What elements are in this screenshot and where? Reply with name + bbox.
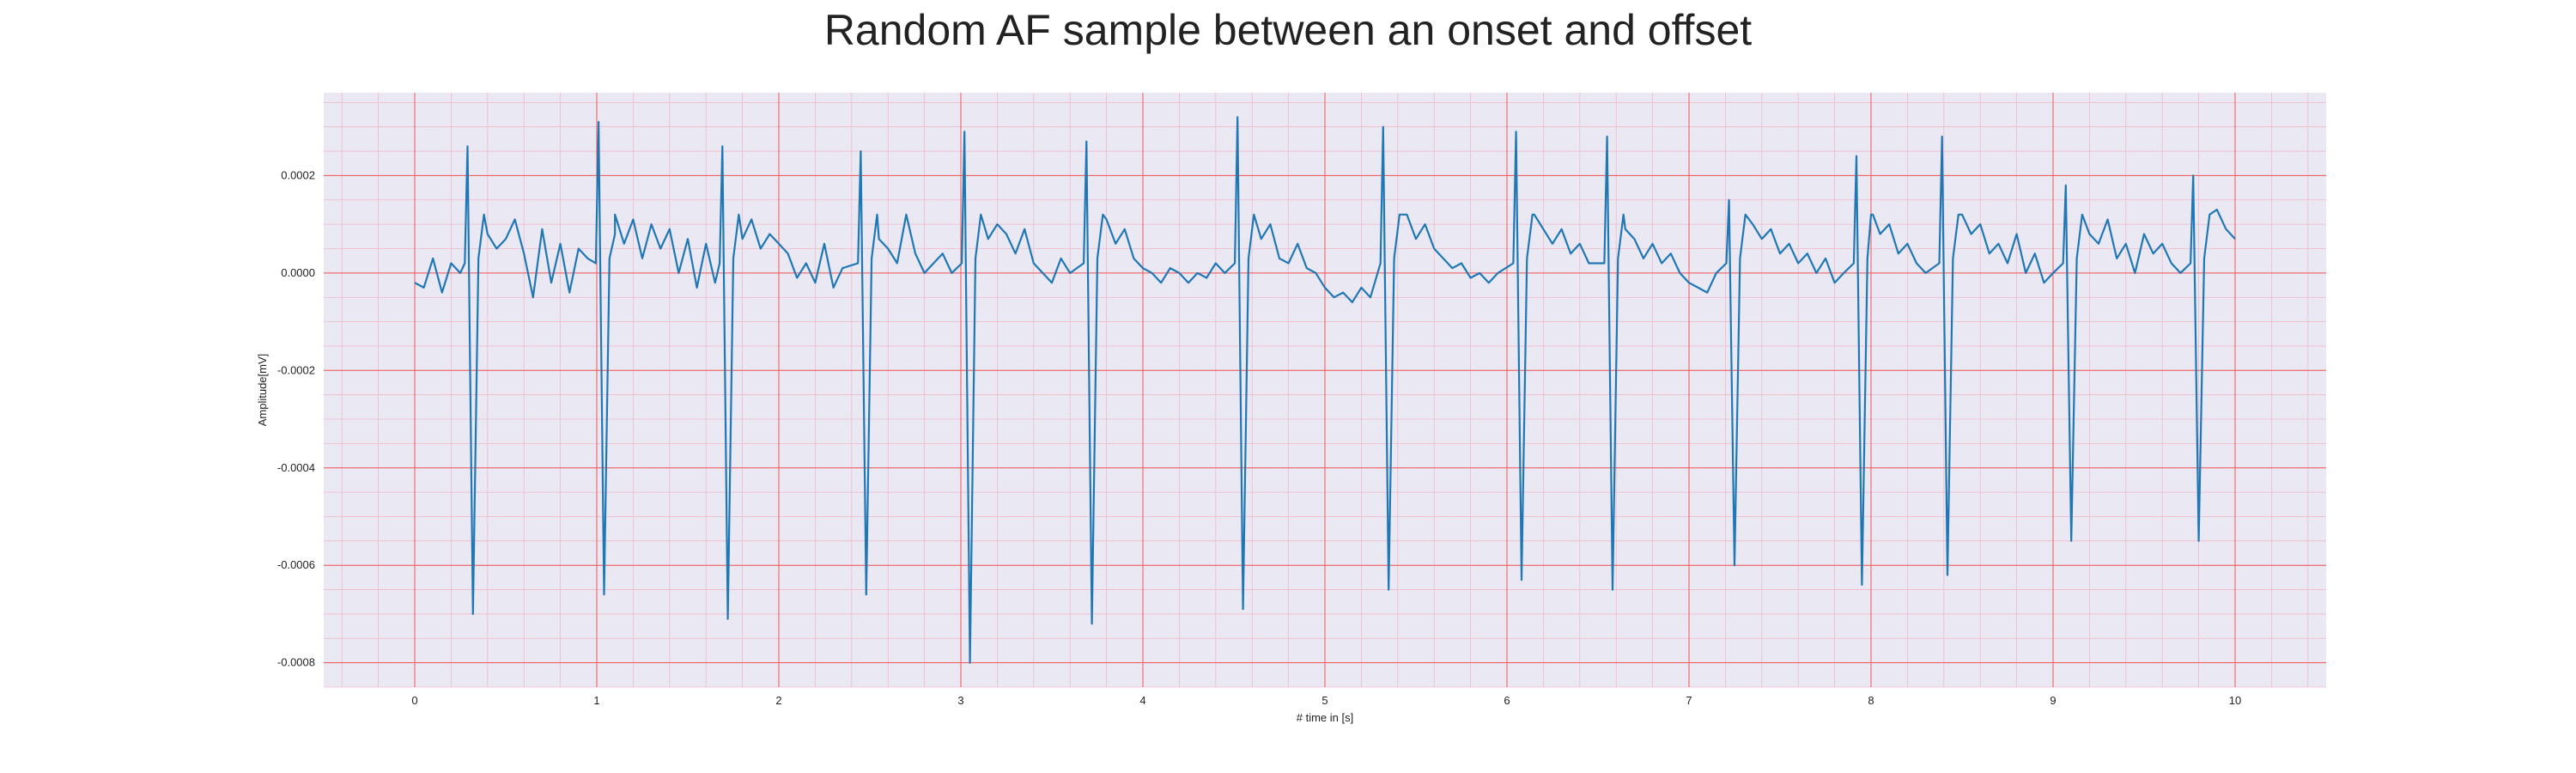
- x-tick-label: 8: [1868, 694, 1874, 707]
- x-axis-label: # time in [s]: [1297, 711, 1353, 724]
- x-tick-label: 4: [1139, 694, 1145, 707]
- y-axis-label: Amplitude[mV]: [256, 354, 269, 427]
- y-tick-label: -0.0006: [277, 558, 315, 571]
- x-tick-label: 7: [1686, 694, 1692, 707]
- y-tick-label: 0.0002: [281, 168, 315, 181]
- y-tick-label: -0.0002: [277, 363, 315, 376]
- y-tick-label: -0.0004: [277, 461, 315, 474]
- ecg-signal-line: [414, 116, 2236, 664]
- chart-title: Random AF sample between an onset and of…: [823, 6, 1753, 54]
- x-tick-label: 10: [2229, 694, 2241, 707]
- y-tick-label: -0.0008: [277, 656, 315, 669]
- x-tick-label: 2: [775, 694, 781, 707]
- x-tick-label: 5: [1321, 694, 1327, 707]
- x-tick-label: 9: [2050, 694, 2056, 707]
- x-tick-label: 1: [593, 694, 599, 707]
- x-tick-label: 6: [1504, 694, 1510, 707]
- x-tick-label: 0: [411, 694, 417, 707]
- x-tick-label: 3: [957, 694, 963, 707]
- y-tick-label: 0.0000: [281, 266, 315, 279]
